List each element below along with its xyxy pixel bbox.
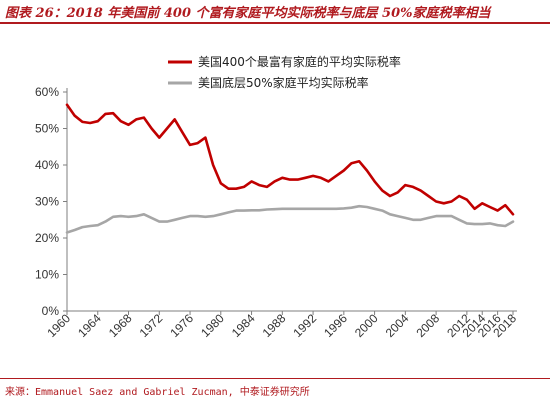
footer-divider [0,378,550,379]
chart-axes [66,88,517,312]
x-tick-label: 1996 [321,311,350,340]
series-lines [65,103,515,234]
x-tick-label: 1988 [260,311,289,340]
page-title: 图表 26：2018 年美国前 400 个富有家庭平均实际税率与底层 50%家庭… [5,6,491,21]
y-tick-label: 60% [35,85,59,99]
y-axis-ticks: 0% 10% 20% 30% 40% 50% 60% [35,85,67,318]
line-chart: 0% 10% 20% 30% 40% 50% 60% 1960 1964 1968 1972 197… [35,54,519,340]
y-tick-label: 20% [35,231,59,245]
x-tick-label: 1972 [137,311,166,340]
y-tick-label: 30% [35,195,59,209]
x-tick-label: 1976 [167,311,196,340]
title-bar: 图表 26：2018 年美国前 400 个富有家庭平均实际税率与底层 50%家庭… [0,0,550,22]
x-tick-label: 1980 [198,311,227,340]
x-axis-ticks: 1960 1964 1968 1972 1976 1980 1984 1988 1992 1996… [44,311,519,340]
x-tick-label: 2000 [352,311,381,340]
y-tick-label: 0% [42,304,60,318]
x-tick-label: 1992 [290,311,319,340]
series-line-0 [65,103,515,216]
y-tick-label: 50% [35,122,59,136]
x-tick-label: 1984 [229,311,258,340]
y-tick-label: 40% [35,158,59,172]
x-tick-label: 2008 [413,311,442,340]
legend-label: 美国底层50%家庭平均实际税率 [198,75,369,90]
legend-label: 美国400个最富有家庭的平均实际税率 [198,54,401,69]
source-note: 来源：Emmanuel Saez and Gabriel Zucman, 中泰证… [5,387,310,398]
x-tick-label: 1968 [106,311,135,340]
series-line-1 [65,204,515,234]
x-tick-label: 2004 [383,311,412,340]
title-divider [0,22,550,24]
x-tick-label: 1964 [75,311,104,340]
y-tick-label: 10% [35,268,59,282]
